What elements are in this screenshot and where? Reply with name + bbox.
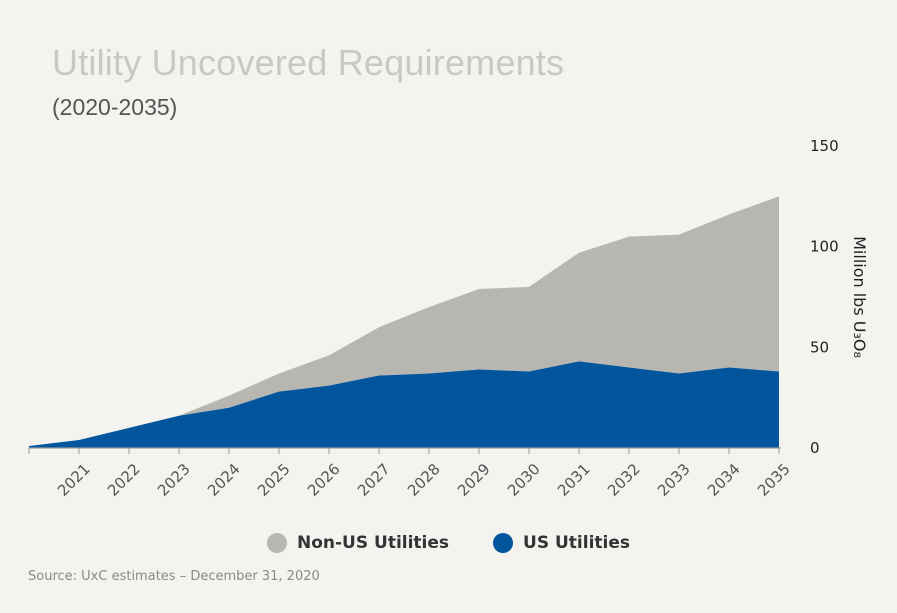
y-tick-label: 100	[810, 238, 839, 256]
legend-label-us: US Utilities	[523, 533, 631, 553]
y-tick-label: 50	[810, 338, 829, 356]
chart-title: Utility Uncovered Requirements	[52, 42, 565, 83]
legend-label-non-us: Non-US Utilities	[296, 533, 450, 553]
x-tick-label: 2032	[604, 460, 644, 500]
y-axis: 0 50 100 150 Million lbs U₃O₈	[810, 137, 869, 457]
x-tick-label: 2030	[504, 460, 544, 500]
area-non-us-utilities	[29, 196, 779, 446]
x-tick-label: 2024	[204, 460, 244, 500]
x-tick-label: 2029	[454, 460, 494, 500]
x-tick-label: 2026	[304, 460, 344, 500]
x-tick-label: 2025	[254, 460, 294, 500]
legend-swatch-non-us	[266, 533, 287, 553]
chart-areas	[29, 196, 779, 448]
x-axis: 2021 2022 2023 2024 2025 2026 2027 2028 2029 2030…	[28, 447, 794, 500]
legend-item-non-us: Non-US Utilities	[266, 533, 450, 553]
y-tick-label: 0	[810, 439, 820, 457]
x-tick-label: 2021	[54, 460, 94, 500]
source-note: Source: UxC estimates – December 31, 202…	[28, 569, 320, 584]
x-tick-label: 2035	[754, 460, 794, 500]
legend-item-us: US Utilities	[493, 533, 630, 553]
x-tick-label: 2033	[654, 460, 694, 500]
x-tick-label: 2027	[354, 460, 394, 500]
x-tick-label: 2034	[704, 460, 744, 500]
x-tick-label: 2028	[404, 460, 444, 500]
x-tick-label: 2022	[104, 460, 144, 500]
y-tick-label: 150	[810, 137, 839, 155]
legend: Non-US Utilities US Utilities	[0, 533, 897, 553]
x-tick-label: 2023	[154, 460, 194, 500]
chart-subtitle: (2020-2035)	[52, 94, 178, 120]
y-axis-label: Million lbs U₃O₈	[850, 236, 869, 358]
area-us-utilities	[29, 361, 779, 448]
legend-swatch-us	[493, 533, 514, 553]
x-tick-label: 2031	[554, 460, 594, 500]
